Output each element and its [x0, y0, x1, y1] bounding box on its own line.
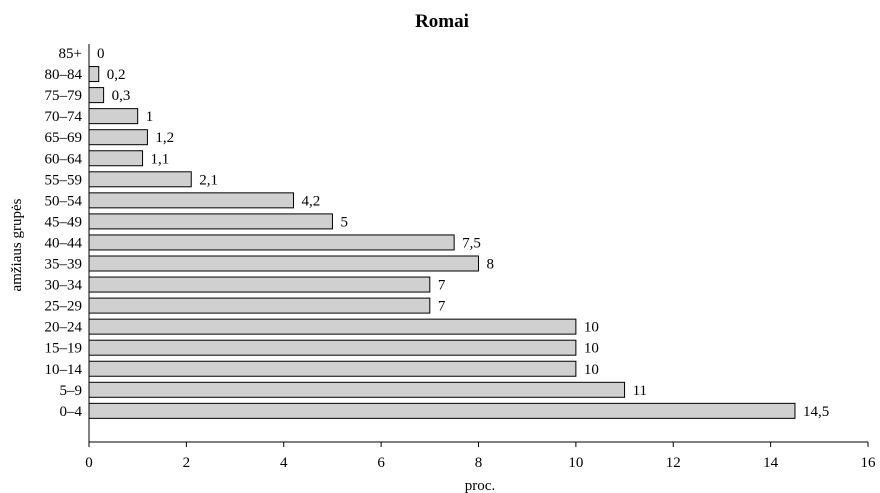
- category-labels: 85+ 80–84 75–79 70–74 65–69 60–64 55–59 50–54 45…: [45, 46, 83, 420]
- value-label: 4,2: [301, 193, 320, 209]
- category-label: 50–54: [45, 193, 83, 209]
- category-label: 0–4: [60, 404, 83, 420]
- category-label: 10–14: [45, 362, 83, 378]
- value-label: 8: [487, 257, 495, 273]
- category-label: 55–59: [45, 172, 83, 188]
- x-tick-label: 0: [85, 455, 93, 471]
- value-label: 7: [438, 278, 446, 294]
- value-label: 10: [584, 362, 599, 378]
- bar: [88, 360, 577, 377]
- chart-title: Romai: [415, 11, 469, 32]
- category-label: 5–9: [60, 383, 83, 399]
- value-label: 7: [438, 299, 446, 315]
- value-label: 0: [97, 46, 105, 62]
- x-tick-label: 2: [183, 455, 191, 471]
- category-label: 60–64: [45, 151, 83, 167]
- y-axis-title: amžiaus grupės: [9, 198, 25, 291]
- category-label: 85+: [59, 46, 82, 62]
- value-label: 1: [146, 109, 154, 125]
- bar: [88, 402, 796, 419]
- category-label: 40–44: [45, 235, 83, 251]
- x-tick-label: 6: [377, 455, 385, 471]
- x-tick-label: 8: [475, 455, 483, 471]
- category-label: 35–39: [45, 257, 83, 273]
- bars-group: [88, 66, 796, 419]
- value-label: 7,5: [462, 235, 481, 251]
- value-label: 0,2: [107, 67, 126, 83]
- bar: [88, 87, 105, 104]
- bar: [88, 381, 626, 398]
- category-label: 65–69: [45, 130, 83, 146]
- category-label: 75–79: [45, 88, 83, 104]
- bar: [88, 108, 139, 125]
- bar: [88, 255, 479, 272]
- value-label: 10: [584, 320, 599, 336]
- bar: [88, 234, 455, 251]
- bar: [88, 66, 100, 83]
- bar: [88, 171, 192, 188]
- value-label: 0,3: [112, 88, 131, 104]
- value-label: 2,1: [199, 172, 218, 188]
- category-label: 45–49: [45, 214, 83, 230]
- bar: [88, 297, 431, 314]
- x-tick-label: 14: [763, 455, 779, 471]
- bar: [88, 276, 431, 293]
- value-label: 10: [584, 341, 599, 357]
- category-label: 15–19: [45, 341, 83, 357]
- value-label: 14,5: [803, 404, 829, 420]
- x-ticks: 0 2 4 6 8 10 12 14 16: [85, 442, 876, 471]
- bar: [88, 129, 148, 146]
- category-label: 70–74: [45, 109, 83, 125]
- value-label: 5: [340, 214, 348, 230]
- bar: [88, 192, 294, 209]
- value-label: 1,2: [155, 130, 174, 146]
- x-axis-title: proc.: [465, 478, 495, 493]
- x-tick-label: 12: [666, 455, 681, 471]
- value-label: 1,1: [151, 151, 170, 167]
- category-label: 80–84: [45, 67, 83, 83]
- bar: [88, 318, 577, 335]
- value-label: 11: [633, 383, 647, 399]
- x-tick-label: 4: [280, 455, 288, 471]
- bar: [88, 213, 333, 230]
- bar: [88, 339, 577, 356]
- x-tick-label: 10: [568, 455, 583, 471]
- x-tick-label: 16: [861, 455, 877, 471]
- value-labels: 00,2 0,3 11,2 1,1 2,1 4,2 5 7,5 8 7 7 10 10 10 11 14,5: [97, 46, 829, 420]
- bar: [88, 150, 144, 167]
- category-label: 25–29: [45, 299, 83, 315]
- category-label: 30–34: [45, 278, 83, 294]
- category-label: 20–24: [45, 320, 83, 336]
